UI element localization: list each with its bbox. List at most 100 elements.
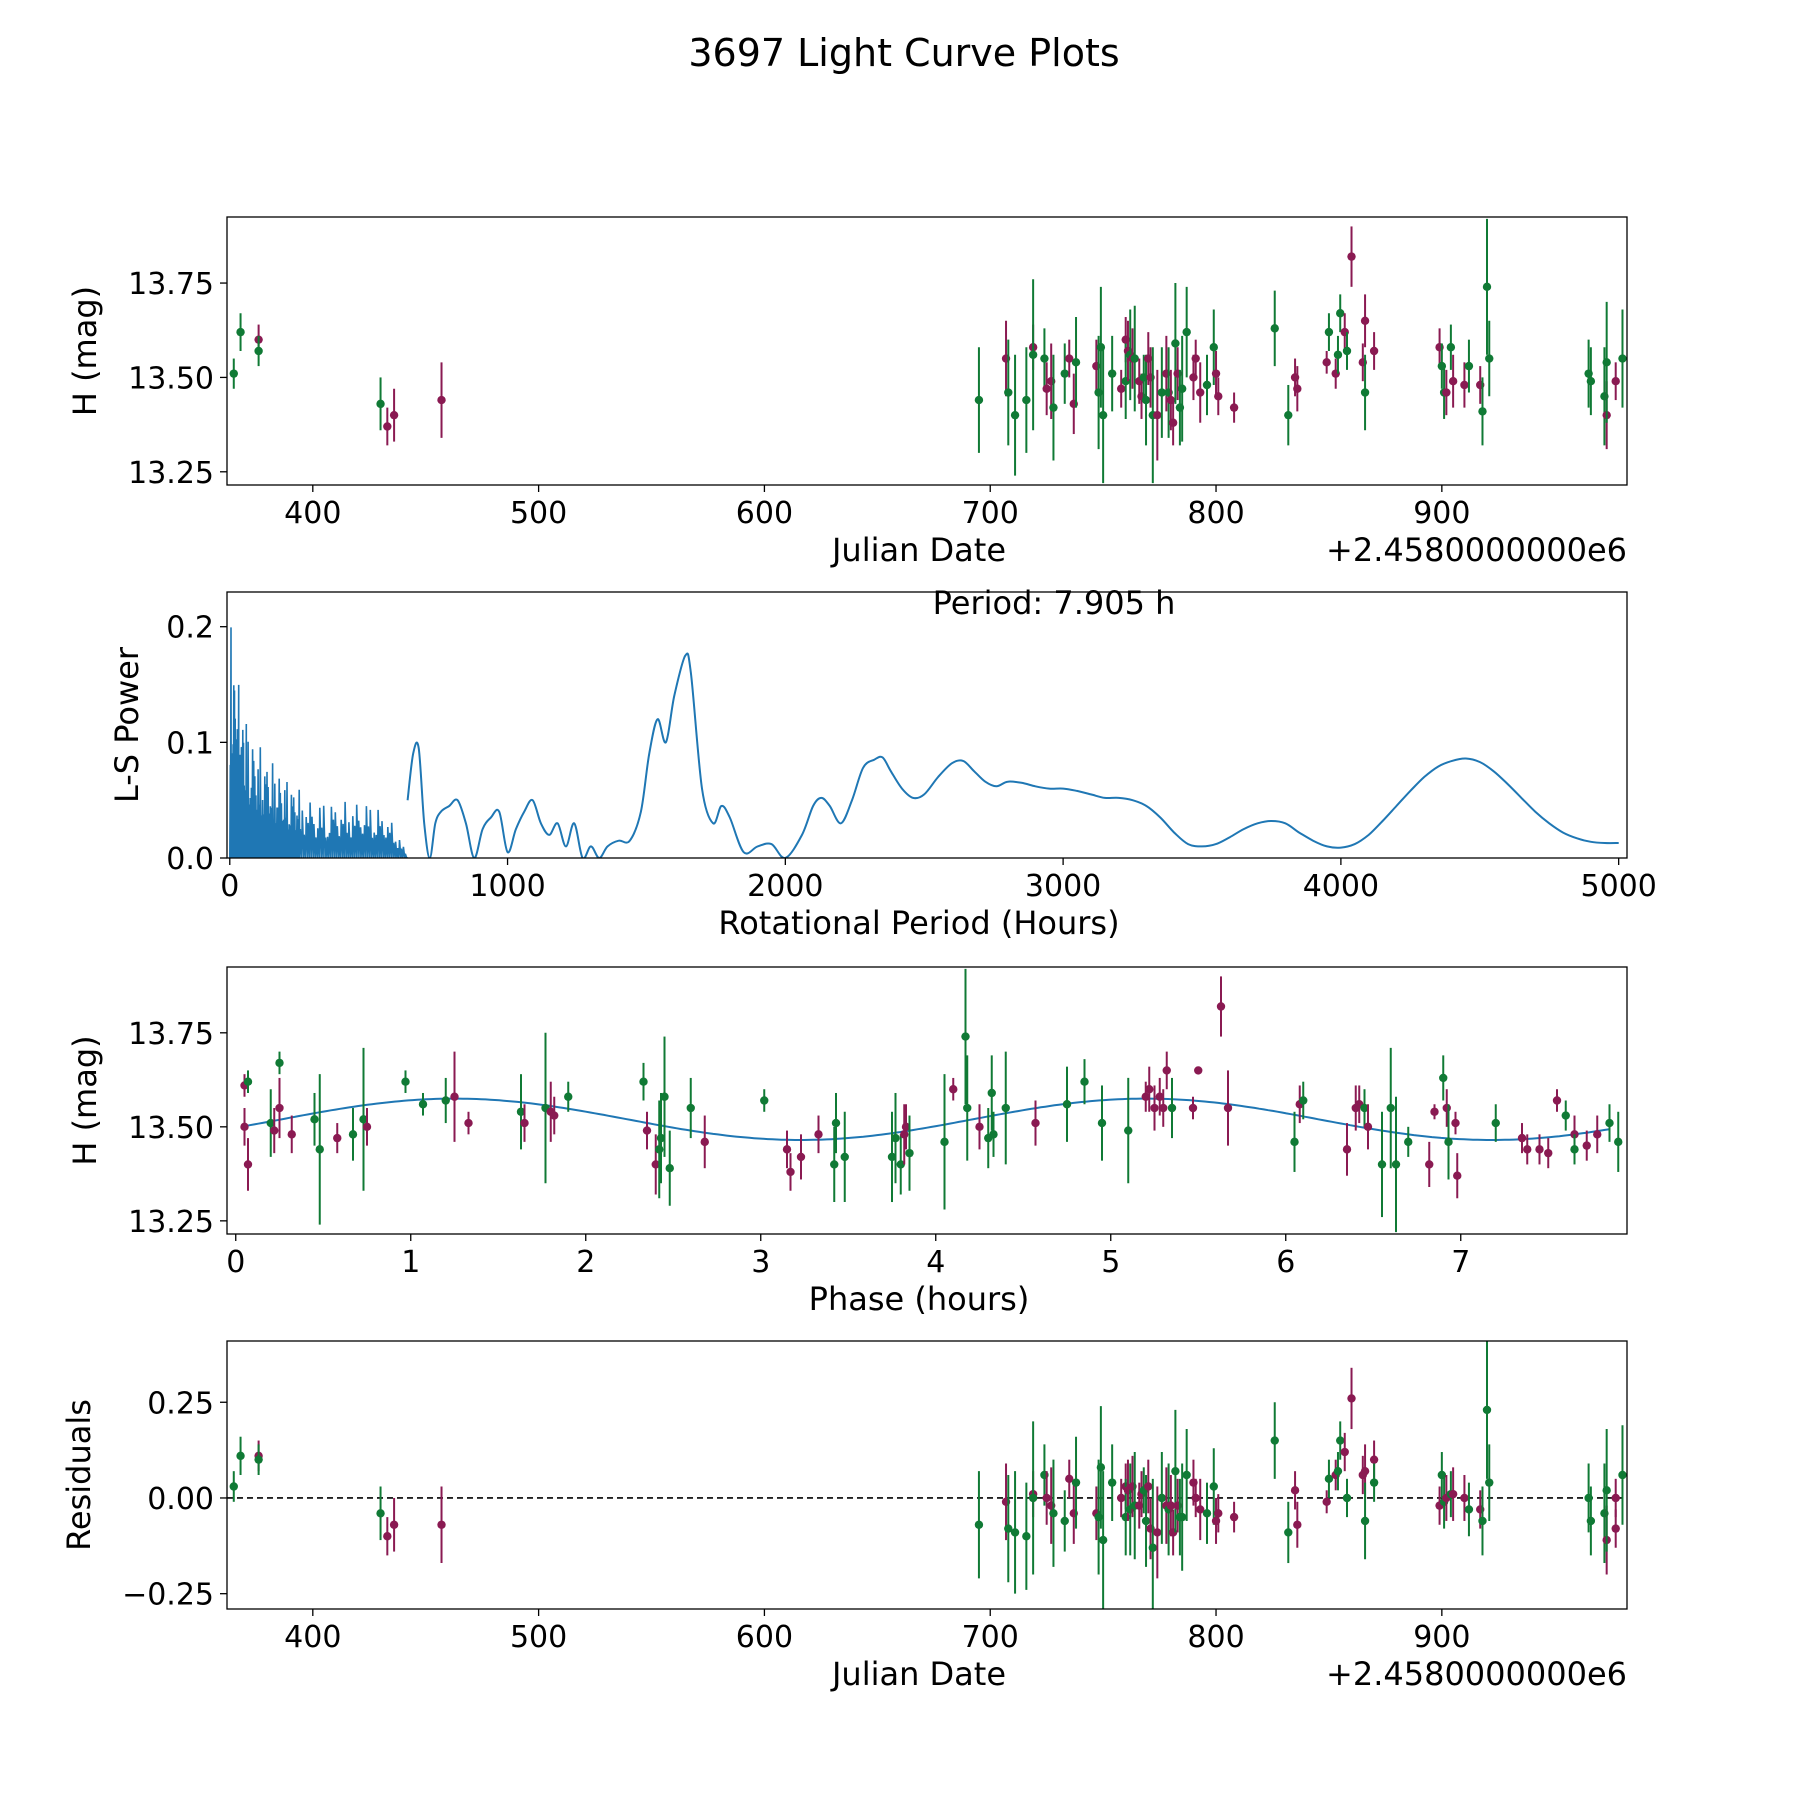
data-point bbox=[1446, 343, 1456, 352]
data-point bbox=[376, 1509, 385, 1518]
data-point bbox=[1202, 1509, 1212, 1518]
data-point bbox=[1299, 1096, 1308, 1105]
data-point bbox=[900, 1130, 909, 1139]
y-tick-label: 13.25 bbox=[128, 456, 214, 491]
x-tick-label: 0 bbox=[220, 869, 239, 904]
data-point bbox=[1611, 376, 1620, 386]
data-point bbox=[1586, 1516, 1596, 1526]
data-point bbox=[229, 369, 238, 378]
data-point bbox=[1042, 1493, 1051, 1503]
data-point bbox=[1182, 1470, 1191, 1480]
data-point bbox=[1605, 1118, 1614, 1128]
data-point bbox=[1442, 388, 1451, 397]
data-point bbox=[786, 1167, 795, 1177]
data-point bbox=[1098, 1535, 1108, 1545]
data-point bbox=[1369, 346, 1379, 356]
data-point bbox=[1611, 1524, 1620, 1533]
data-point bbox=[1284, 1528, 1293, 1537]
data-point bbox=[639, 1077, 648, 1086]
data-point bbox=[1096, 1463, 1106, 1472]
y-tick-label: 0.00 bbox=[147, 1482, 214, 1517]
data-point bbox=[686, 1103, 695, 1113]
data-point bbox=[1001, 1103, 1010, 1113]
data-point bbox=[1336, 309, 1345, 318]
x-axis-label: Julian Date bbox=[830, 531, 1006, 569]
x-tick-label: 0 bbox=[226, 1245, 245, 1280]
data-point bbox=[376, 399, 385, 409]
data-point bbox=[1453, 1171, 1462, 1180]
data-point bbox=[229, 1482, 238, 1491]
data-point bbox=[989, 1130, 998, 1139]
data-point bbox=[275, 1103, 284, 1113]
y-axis-label: H (mag) bbox=[66, 286, 104, 416]
data-point bbox=[1223, 1103, 1233, 1113]
x-tick-label: 2000 bbox=[747, 869, 823, 904]
data-point bbox=[760, 1096, 769, 1105]
data-point bbox=[1482, 282, 1492, 292]
x-tick-label: 400 bbox=[284, 496, 341, 531]
data-point bbox=[236, 327, 245, 337]
x-tick-label: 1000 bbox=[469, 869, 545, 904]
data-point bbox=[1293, 384, 1302, 393]
data-point bbox=[1071, 1478, 1081, 1487]
data-point bbox=[974, 395, 984, 405]
data-point bbox=[1425, 1160, 1434, 1169]
data-point bbox=[1478, 1516, 1487, 1526]
data-point bbox=[1485, 1478, 1494, 1487]
data-point bbox=[1153, 1528, 1162, 1537]
y-tick-label: 13.75 bbox=[128, 1017, 214, 1052]
data-point bbox=[1451, 1118, 1460, 1128]
data-point bbox=[333, 1133, 342, 1143]
data-point bbox=[1464, 361, 1474, 371]
period-annotation: Period: 7.905 h bbox=[933, 584, 1176, 622]
x-tick-label: 800 bbox=[1187, 496, 1244, 531]
data-point bbox=[1116, 1493, 1126, 1503]
data-point bbox=[1552, 1096, 1562, 1105]
data-point bbox=[975, 1122, 984, 1132]
data-point bbox=[1342, 1493, 1352, 1503]
y-tick-label: 13.75 bbox=[128, 267, 214, 302]
data-point bbox=[1022, 395, 1031, 405]
data-point bbox=[655, 1145, 664, 1154]
data-point bbox=[1333, 350, 1343, 359]
data-point bbox=[315, 1145, 324, 1154]
data-point bbox=[1229, 1512, 1239, 1522]
data-point bbox=[1324, 327, 1334, 337]
data-point bbox=[1360, 1466, 1370, 1476]
data-point bbox=[1145, 1085, 1154, 1094]
data-point bbox=[1448, 376, 1458, 386]
data-point bbox=[270, 1126, 279, 1135]
data-point bbox=[1010, 410, 1020, 420]
data-point bbox=[796, 1152, 806, 1162]
plot-area bbox=[229, 218, 1627, 484]
panel-lightcurve: 400 500 600 700 800 900 13.25 13.50 13.75 Julian … bbox=[66, 216, 1628, 569]
data-point bbox=[1171, 339, 1180, 348]
data-point bbox=[1107, 1478, 1117, 1487]
data-point bbox=[550, 1111, 559, 1120]
data-point bbox=[1141, 1516, 1151, 1526]
panels: 400 500 600 700 800 90013.2513.5013.75Julian … bbox=[60, 216, 1657, 1693]
data-point bbox=[1159, 1103, 1168, 1113]
data-point bbox=[1166, 1501, 1176, 1510]
data-point bbox=[1031, 1118, 1040, 1128]
data-point bbox=[1460, 380, 1469, 390]
data-point bbox=[1130, 354, 1139, 363]
y-tick-label: 0.1 bbox=[166, 726, 214, 761]
data-point bbox=[450, 1092, 459, 1101]
x-axis-label: Rotational Period (Hours) bbox=[718, 904, 1119, 942]
data-point bbox=[1618, 354, 1627, 363]
data-point bbox=[1586, 376, 1596, 386]
data-point bbox=[1022, 1532, 1031, 1541]
data-point bbox=[1544, 1148, 1553, 1158]
data-point bbox=[1561, 1111, 1570, 1120]
data-point bbox=[1060, 1516, 1069, 1526]
data-point bbox=[1369, 1478, 1379, 1487]
data-point bbox=[1611, 1493, 1620, 1503]
plot-area bbox=[240, 968, 1623, 1233]
data-point bbox=[1347, 1394, 1356, 1403]
data-point bbox=[1270, 1436, 1279, 1445]
data-point bbox=[891, 1133, 900, 1143]
data-point bbox=[887, 1152, 897, 1162]
data-point bbox=[651, 1160, 660, 1169]
